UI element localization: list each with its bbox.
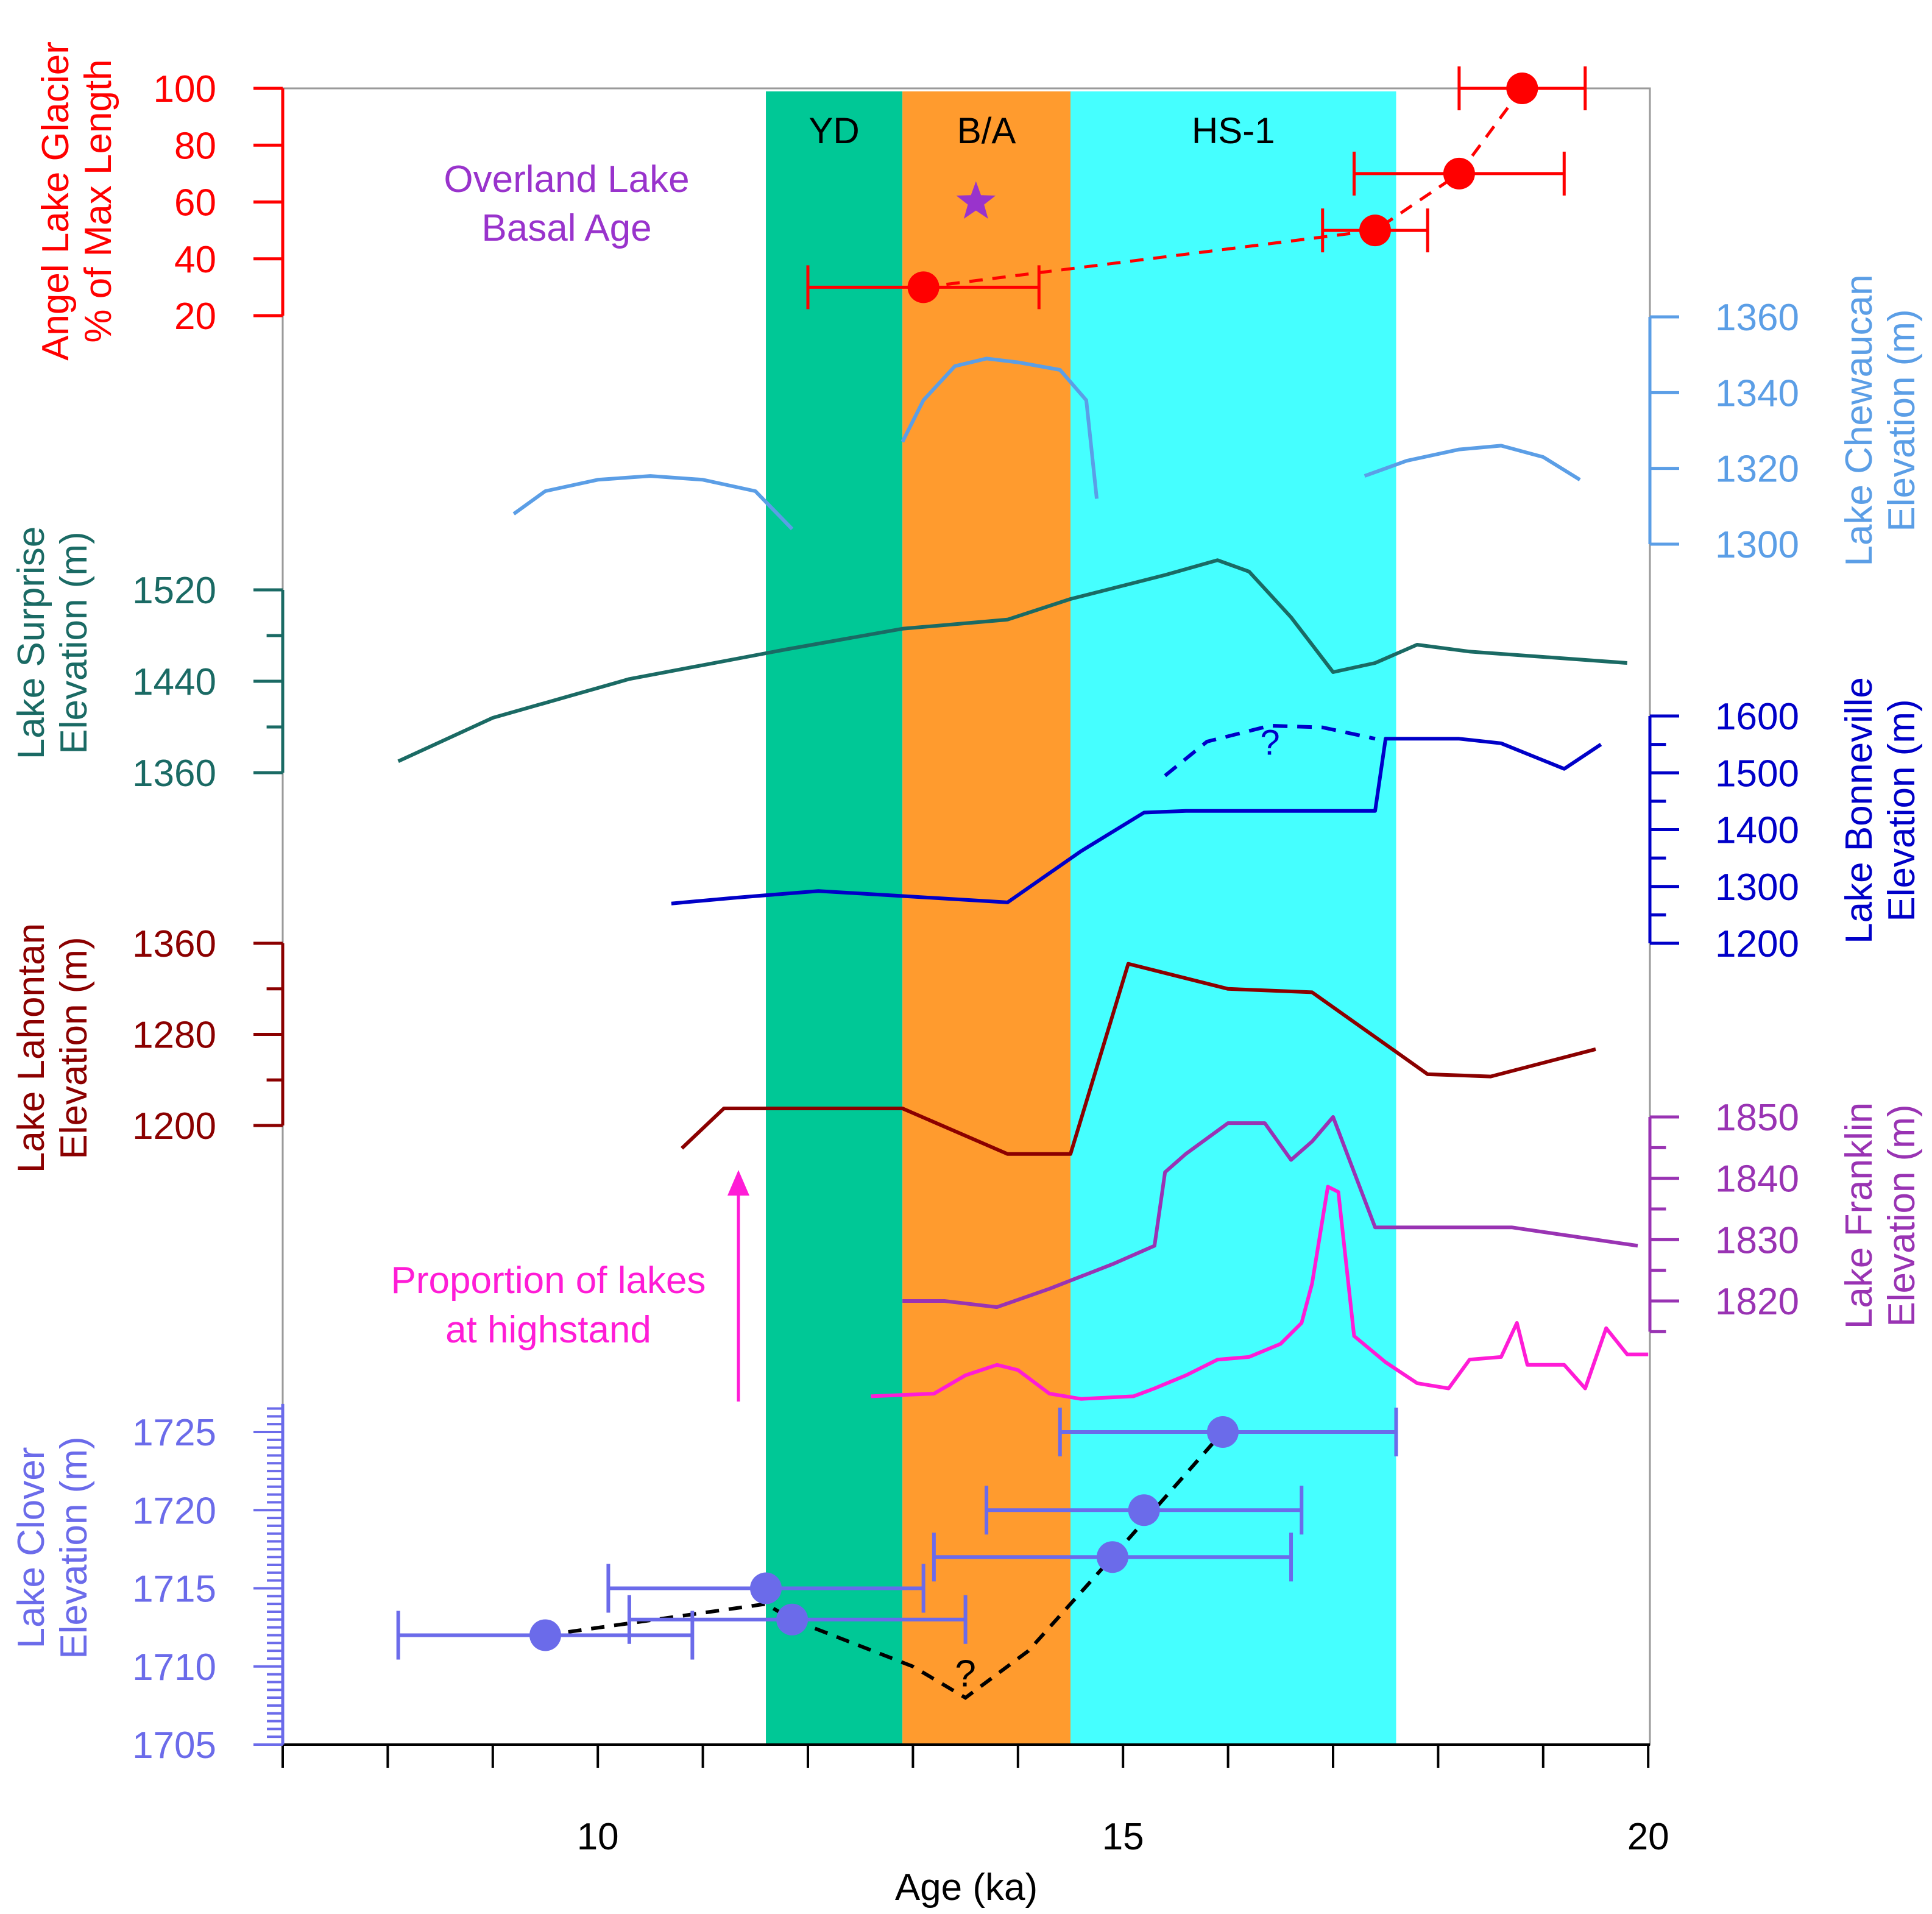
bonneville-line — [671, 737, 1602, 906]
band-label-yd: YD — [809, 110, 859, 151]
clover-point — [529, 1619, 561, 1651]
chewaucan-tick-label: 1340 — [1715, 372, 1799, 414]
chart-marks — [253, 66, 1679, 1768]
clover-axis-title-1: Lake Clover — [10, 1447, 52, 1649]
angel-tick-label: 100 — [154, 68, 216, 110]
angel-tick-label: 80 — [174, 125, 216, 167]
bonneville-dashed-line — [1164, 723, 1376, 778]
lahontan-tick-label: 1360 — [132, 923, 216, 965]
overland-label-1: Overland Lake — [444, 158, 689, 200]
clover-tick-label: 1715 — [132, 1568, 216, 1611]
lahontan-axis-title-1: Lake Lahontan — [10, 923, 52, 1173]
angel-axis-title-2: % of Max Length — [77, 59, 119, 342]
chewaucan-axis: 1300 1320 1340 1360 Lake Chewaucan Eleva… — [1715, 274, 1923, 566]
franklin-tick-label: 1840 — [1715, 1158, 1799, 1200]
lahontan-tick-label: 1200 — [132, 1105, 216, 1147]
bonneville-tick-label: 1200 — [1715, 923, 1799, 965]
clover-point — [1096, 1541, 1128, 1573]
bonneville-tick-label: 1600 — [1715, 696, 1799, 738]
angel-point — [907, 271, 939, 303]
angel-point — [1506, 73, 1538, 104]
bonneville-question-mark: ? — [1260, 723, 1279, 762]
bonneville-tick-label: 1500 — [1715, 753, 1799, 795]
chewaucan-axis-title-1: Lake Chewaucan — [1838, 274, 1880, 566]
lahontan-line — [681, 962, 1596, 1156]
surprise-axis-title-1: Lake Surprise — [10, 526, 52, 760]
bonneville-axis: 1200 1300 1400 1500 1600 Lake Bonneville… — [1260, 677, 1923, 965]
clover-tick-label: 1705 — [132, 1724, 216, 1767]
surprise-axis: 1360 1440 1520 Lake Surprise Elevation (… — [10, 526, 216, 795]
x-tick-label: 10 — [577, 1816, 619, 1858]
clover-tick-label: 1725 — [132, 1412, 216, 1454]
proportion-line — [871, 1185, 1649, 1401]
angel-point — [1443, 157, 1475, 190]
clover-tick-label: 1720 — [132, 1490, 216, 1532]
lahontan-tick-label: 1280 — [132, 1015, 216, 1057]
x-tick-label: 20 — [1627, 1816, 1669, 1858]
angel-tick-label: 40 — [174, 239, 216, 281]
x-axis: 10 15 20 Age (ka) — [577, 1816, 1669, 1909]
x-tick-label: 15 — [1102, 1816, 1144, 1858]
chewaucan-line — [901, 356, 1099, 499]
franklin-tick-label: 1820 — [1715, 1281, 1799, 1323]
proportion-label-1: Proportion of lakes — [391, 1260, 706, 1302]
franklin-tick-label: 1830 — [1715, 1219, 1799, 1261]
clover-trend-line — [545, 1431, 1225, 1700]
overland-star-marker — [956, 181, 996, 219]
chewaucan-tick-label: 1300 — [1715, 524, 1799, 566]
angel-axis: 20 40 60 80 100 Angel Lake Glacier % of … — [35, 41, 216, 361]
proportion-label-2: at highstand — [445, 1309, 651, 1351]
angel-tick-label: 60 — [174, 182, 216, 224]
clover-point — [776, 1603, 809, 1636]
chewaucan-line — [512, 474, 794, 531]
x-axis-title: Age (ka) — [895, 1866, 1038, 1909]
angel-trend-line — [923, 87, 1524, 289]
surprise-tick-label: 1520 — [132, 570, 216, 612]
lahontan-axis: 1200 1280 1360 Lake Lahontan Elevation (… — [10, 923, 216, 1173]
bonneville-axis-title-1: Lake Bonneville — [1838, 677, 1880, 944]
bonneville-axis-title-2: Elevation (m) — [1881, 699, 1923, 921]
bonneville-tick-label: 1300 — [1715, 867, 1799, 909]
franklin-axis-title-2: Elevation (m) — [1881, 1104, 1923, 1327]
surprise-line — [397, 558, 1627, 764]
overland-lake: Overland Lake Basal Age — [444, 158, 996, 249]
chewaucan-tick-label: 1360 — [1715, 297, 1799, 339]
surprise-tick-label: 1440 — [132, 661, 216, 703]
angel-axis-title-1: Angel Lake Glacier — [35, 41, 77, 361]
clover-point — [750, 1572, 782, 1604]
franklin-line — [902, 1115, 1638, 1310]
angel-tick-label: 20 — [174, 296, 216, 338]
clover-axis: 1705 1710 1715 1720 1725 Lake Clover Ele… — [10, 1412, 976, 1767]
clover-axis-title-2: Elevation (m) — [53, 1436, 95, 1659]
band-hs1 — [1070, 91, 1396, 1745]
proportion-series: Proportion of lakes at highstand — [391, 1170, 749, 1402]
band-label-ba: B/A — [957, 110, 1016, 151]
surprise-tick-label: 1360 — [132, 753, 216, 795]
clover-point — [1128, 1494, 1160, 1526]
lahontan-axis-title-2: Elevation (m) — [53, 937, 95, 1159]
overland-label-2: Basal Age — [481, 207, 651, 249]
franklin-tick-label: 1850 — [1715, 1097, 1799, 1139]
chewaucan-line — [1364, 444, 1581, 481]
clover-tick-label: 1710 — [132, 1646, 216, 1689]
band-yd — [766, 91, 903, 1745]
surprise-axis-title-2: Elevation (m) — [53, 531, 95, 754]
angel-point — [1359, 214, 1391, 247]
clover-question-mark: ? — [955, 1653, 975, 1695]
franklin-axis-title-1: Lake Franklin — [1838, 1102, 1880, 1329]
chewaucan-tick-label: 1320 — [1715, 448, 1799, 491]
band-label-hs1: HS-1 — [1192, 110, 1275, 151]
chewaucan-axis-title-2: Elevation (m) — [1881, 309, 1923, 531]
clover-point — [1206, 1416, 1239, 1448]
proportion-arrow-head — [727, 1170, 749, 1196]
bonneville-tick-label: 1400 — [1715, 810, 1799, 852]
franklin-axis: 1820 1830 1840 1850 Lake Franklin Elevat… — [1715, 1097, 1923, 1329]
